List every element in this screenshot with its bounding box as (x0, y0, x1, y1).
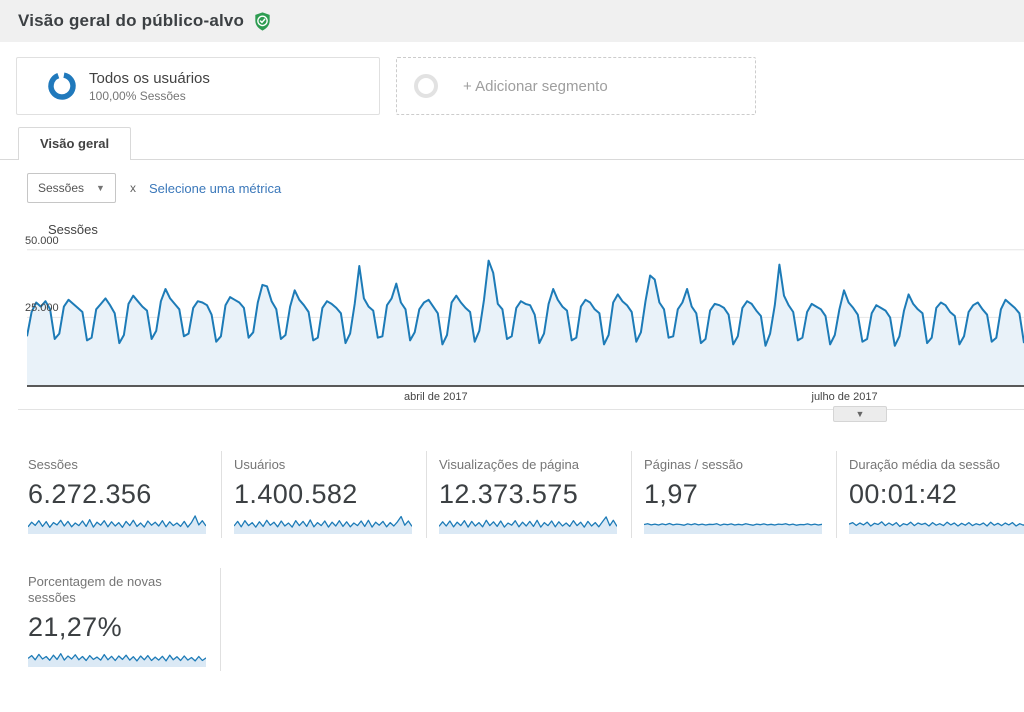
metric-dropdown-value: Sessões (38, 181, 85, 195)
series-dot-icon (31, 225, 40, 234)
select-metric-link[interactable]: Selecione uma métrica (148, 180, 282, 196)
sparkline-chart (28, 653, 206, 667)
tab-visao-geral[interactable]: Visão geral (18, 127, 132, 160)
metric-separator: x (129, 181, 136, 195)
scorecard-value: 12.373.575 (439, 479, 579, 509)
sparkline-chart (234, 515, 412, 534)
scorecard-value: 00:01:42 (849, 479, 958, 509)
x-axis-label-july: julho de 2017 (811, 391, 878, 403)
scorecard-avg-session-duration: Duração média da sessão 00:01:42 (836, 451, 1024, 538)
metric-picker: Sessões ▼ x Selecione uma métrica (0, 160, 1024, 213)
segment-title: Todos os usuários (89, 69, 210, 87)
x-axis-label-april: abril de 2017 (403, 391, 468, 403)
scorecard-label: Duração média da sessão (849, 457, 1001, 472)
scorecard-value: 1.400.582 (234, 479, 358, 509)
page-title: Visão geral do público-alvo (18, 11, 245, 30)
legend-label: Sessões (48, 222, 98, 237)
chevron-down-icon: ▼ (96, 183, 105, 193)
tab-bar: Visão geral (0, 127, 1024, 160)
sessions-chart[interactable]: 50.000 25.000 (25, 235, 1024, 387)
scorecard-new-sessions: Porcentagem de novas sessões 21,27% (16, 568, 221, 671)
add-segment-label: + Adicionar segmento (463, 77, 608, 95)
sparkline-chart (28, 515, 206, 534)
scorecard-users: Usuários 1.400.582 (221, 451, 426, 538)
sparkline-chart (439, 516, 617, 534)
segment-donut-icon (47, 71, 77, 101)
metric-dropdown[interactable]: Sessões ▼ (27, 173, 116, 203)
collapse-chart-button[interactable]: ▼ (833, 406, 887, 422)
empty-ring-icon (413, 73, 439, 99)
page-header: Visão geral do público-alvo (0, 0, 1024, 42)
scorecard-value: 6.272.356 (28, 479, 152, 509)
verified-shield-icon (253, 11, 272, 31)
add-segment-button[interactable]: + Adicionar segmento (396, 57, 756, 115)
sparkline-chart (644, 522, 822, 534)
segment-all-users[interactable]: Todos os usuários 100,00% Sessões (16, 57, 380, 115)
segment-bar: Todos os usuários 100,00% Sessões + Adic… (0, 42, 1024, 127)
chart-legend: Sessões (0, 222, 1024, 237)
y-axis-label-25k: 25.000 (25, 302, 59, 315)
scorecard-value: 1,97 (644, 479, 699, 509)
y-axis-label-50k: 50.000 (25, 234, 59, 247)
segment-subtitle: 100,00% Sessões (89, 88, 186, 103)
scorecard-label: Páginas / sessão (644, 457, 744, 472)
sparkline-chart (849, 521, 1024, 534)
scorecard-grid: Sessões 6.272.356 Usuários 1.400.582 Vis… (0, 411, 1024, 671)
scorecard-label: Visualizações de página (439, 457, 579, 472)
scorecard-sessions: Sessões 6.272.356 (16, 451, 221, 538)
scorecard-pageviews: Visualizações de página 12.373.575 (426, 451, 631, 538)
chart-divider (18, 409, 1024, 411)
scorecard-pages-per-session: Páginas / sessão 1,97 (631, 451, 836, 538)
scorecard-label: Porcentagem de novas sessões (28, 574, 162, 605)
scorecard-label: Usuários (234, 457, 286, 472)
scorecard-value: 21,27% (28, 612, 122, 642)
x-axis: abril de 2017 julho de 2017 (27, 387, 1024, 409)
scorecard-label: Sessões (28, 457, 78, 472)
